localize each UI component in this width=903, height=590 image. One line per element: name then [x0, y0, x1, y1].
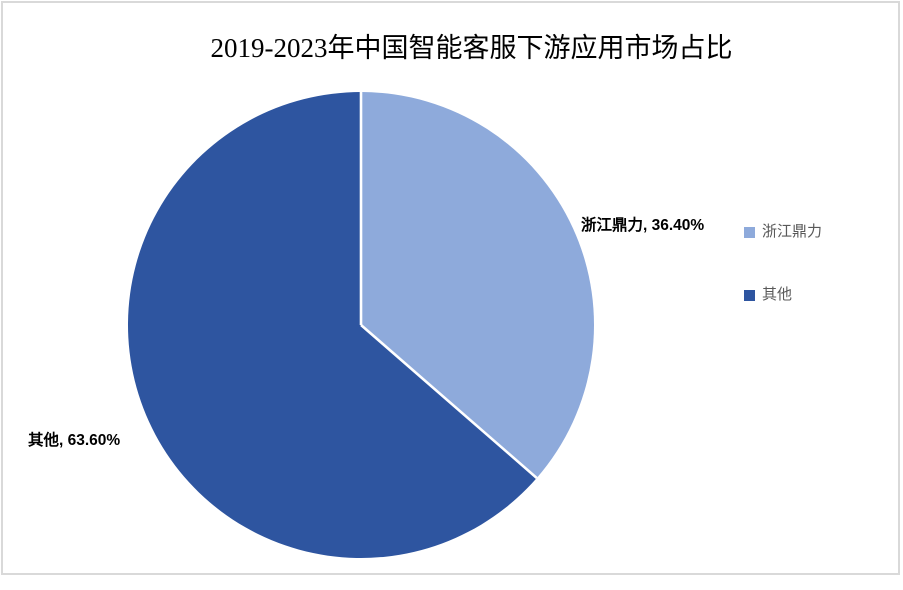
pie-slice-0	[361, 92, 594, 478]
legend-marker-icon	[744, 226, 755, 238]
legend-marker-icon	[744, 289, 755, 301]
legend-item-other: 其他	[744, 285, 822, 305]
chart-title: 2019-2023年中国智能客服下游应用市场占比	[210, 33, 733, 63]
data-label-other: 其他, 63.60%	[28, 432, 121, 449]
slice-separator-line	[360, 324, 538, 479]
legend-label: 其他	[762, 286, 793, 303]
pie-slice-1	[127, 91, 537, 559]
legend-label: 浙江鼎力	[762, 223, 823, 240]
data-label-zhejiang-dingli: 浙江鼎力, 36.40%	[581, 217, 705, 234]
legend: 浙江鼎力 其他	[744, 222, 822, 305]
legend-item-zhejiang-dingli: 浙江鼎力	[744, 222, 822, 242]
